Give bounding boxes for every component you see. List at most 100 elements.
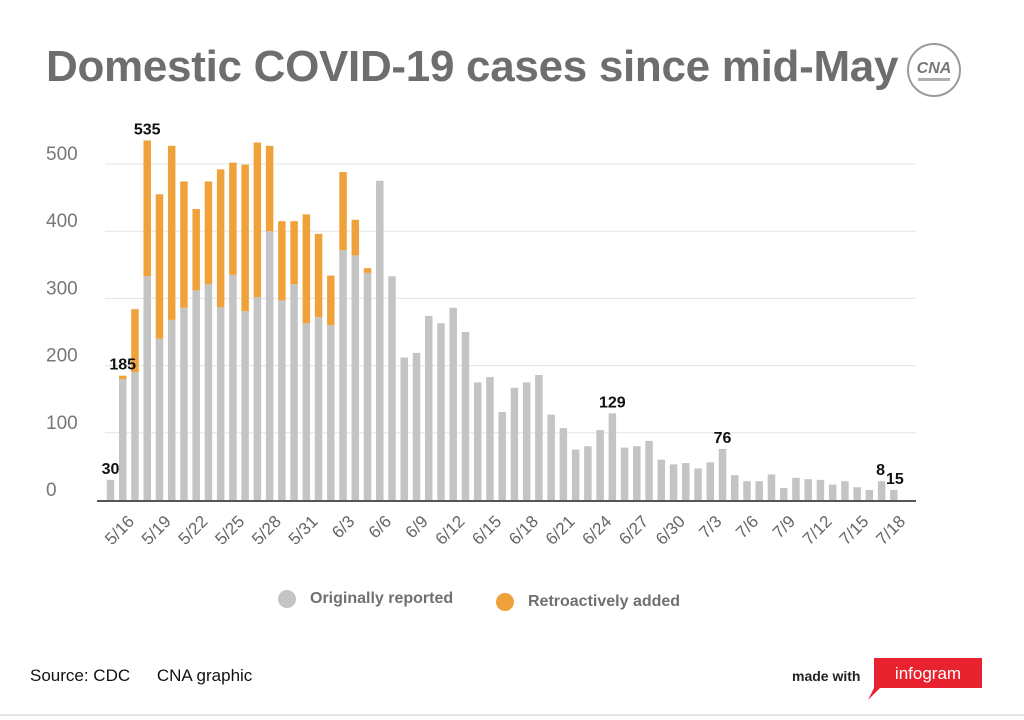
- x-tick-label: 6/3: [328, 512, 358, 542]
- y-tick-label: 300: [46, 278, 78, 299]
- bar-retroactively-added: [167, 145, 176, 320]
- bar-originally-reported: [682, 463, 690, 500]
- bar-chart: 0 100 200 300 400 500 5/16 5/19 5/22 5/25 5/28 5/3…: [46, 121, 916, 549]
- bar-originally-reported: [241, 311, 249, 500]
- bar-originally-reported: [167, 319, 176, 500]
- bar-originally-reported: [400, 357, 409, 500]
- bar-originally-reported: [437, 323, 445, 500]
- x-tick-label: 6/30: [652, 512, 689, 549]
- x-tick-label: 7/3: [695, 512, 725, 542]
- bar-originally-reported: [486, 377, 494, 500]
- x-tick-label: 5/22: [175, 512, 212, 549]
- bar-originally-reported: [143, 276, 151, 500]
- bar-originally-reported: [424, 315, 433, 500]
- legend-swatch-original: [278, 590, 296, 608]
- y-tick-label: 500: [46, 144, 78, 165]
- bar-retroactively-added: [204, 181, 213, 285]
- bar-originally-reported: [265, 231, 274, 500]
- legend-label-retro: Retroactively added: [528, 593, 681, 610]
- x-tick-label: 7/18: [872, 512, 909, 549]
- legend-item-original: Originally reported: [278, 590, 453, 608]
- bar-originally-reported: [510, 387, 519, 500]
- bar-originally-reported: [559, 428, 568, 500]
- bar-originally-reported: [106, 479, 115, 500]
- x-tick-label: 6/18: [505, 512, 542, 549]
- bar-originally-reported: [620, 447, 629, 500]
- bar-originally-reported: [535, 375, 543, 500]
- bar-originally-reported: [192, 290, 200, 500]
- y-tick-label: 200: [46, 346, 78, 367]
- x-tick-label: 6/6: [365, 512, 395, 542]
- gridlines: [105, 163, 916, 434]
- bar-originally-reported: [865, 489, 874, 500]
- bar-originally-reported: [633, 446, 641, 500]
- bar-originally-reported: [706, 462, 715, 500]
- bar-originally-reported: [155, 338, 164, 500]
- bar-originally-reported: [204, 284, 213, 500]
- bar-originally-reported: [718, 448, 727, 500]
- x-tick-label: 6/9: [402, 512, 432, 542]
- bar-originally-reported: [180, 307, 188, 500]
- y-tick-label: 0: [46, 480, 57, 501]
- bar-originally-reported: [877, 481, 886, 500]
- bar-originally-reported: [779, 487, 788, 500]
- bar-retroactively-added: [131, 309, 139, 373]
- x-tick-label: 6/12: [432, 512, 469, 549]
- x-tick-label: 7/12: [799, 512, 836, 549]
- bar-originally-reported: [388, 276, 396, 500]
- bar-originally-reported: [278, 300, 286, 500]
- bar-originally-reported: [547, 414, 555, 500]
- bar-retroactively-added: [192, 209, 200, 291]
- chart-title: Domestic COVID-19 cases since mid-May: [46, 42, 899, 91]
- bar-originally-reported: [755, 481, 763, 500]
- bar-originally-reported: [363, 272, 372, 500]
- x-tick-label: 7/9: [769, 512, 799, 542]
- bar-retroactively-added: [327, 275, 335, 326]
- bar-originally-reported: [314, 317, 323, 500]
- bar-retroactively-added: [363, 268, 372, 273]
- credit-text: CNA graphic: [156, 666, 253, 685]
- bar-originally-reported: [804, 479, 812, 500]
- bar-originally-reported: [694, 468, 702, 500]
- bar-originally-reported: [841, 481, 849, 500]
- bar-originally-reported: [828, 484, 837, 500]
- legend-label-original: Originally reported: [310, 590, 454, 607]
- bar-retroactively-added: [290, 221, 298, 285]
- bar-retroactively-added: [118, 375, 127, 380]
- bar-originally-reported: [767, 474, 776, 500]
- bar-retroactively-added: [216, 169, 225, 308]
- infogram-logo: infogram: [868, 658, 982, 700]
- bar-originally-reported: [339, 250, 347, 500]
- x-tick-label: 5/19: [138, 512, 175, 549]
- x-tick-label: 5/16: [101, 512, 138, 549]
- bar-originally-reported: [376, 180, 384, 501]
- data-label: 129: [599, 394, 626, 411]
- bar-originally-reported: [229, 274, 237, 500]
- bar-retroactively-added: [253, 142, 262, 298]
- x-tick-label: 5/28: [248, 512, 285, 549]
- data-label: 15: [886, 471, 904, 488]
- data-label: 76: [714, 430, 732, 447]
- bar-retroactively-added: [314, 233, 323, 318]
- bar-originally-reported: [327, 325, 335, 500]
- bars: [106, 140, 898, 501]
- x-tick-label: 5/25: [211, 512, 248, 549]
- bar-originally-reported: [571, 449, 580, 500]
- bar-originally-reported: [743, 481, 751, 500]
- legend-swatch-retro: [496, 593, 514, 611]
- bar-retroactively-added: [229, 162, 237, 275]
- bar-originally-reported: [792, 477, 800, 500]
- bar-originally-reported: [816, 479, 825, 500]
- data-label: 30: [102, 461, 120, 478]
- bar-retroactively-added: [155, 194, 164, 339]
- x-tick-label: 6/24: [579, 512, 616, 549]
- x-tick-label: 6/15: [468, 512, 505, 549]
- x-tick-label: 6/27: [615, 512, 652, 549]
- bar-retroactively-added: [143, 140, 151, 277]
- made-with-text: made with: [792, 668, 861, 684]
- y-tick-label: 100: [46, 413, 78, 434]
- bar-originally-reported: [645, 440, 653, 500]
- y-tick-label: 400: [46, 211, 78, 232]
- bar-originally-reported: [118, 379, 127, 500]
- bar-originally-reported: [522, 382, 531, 500]
